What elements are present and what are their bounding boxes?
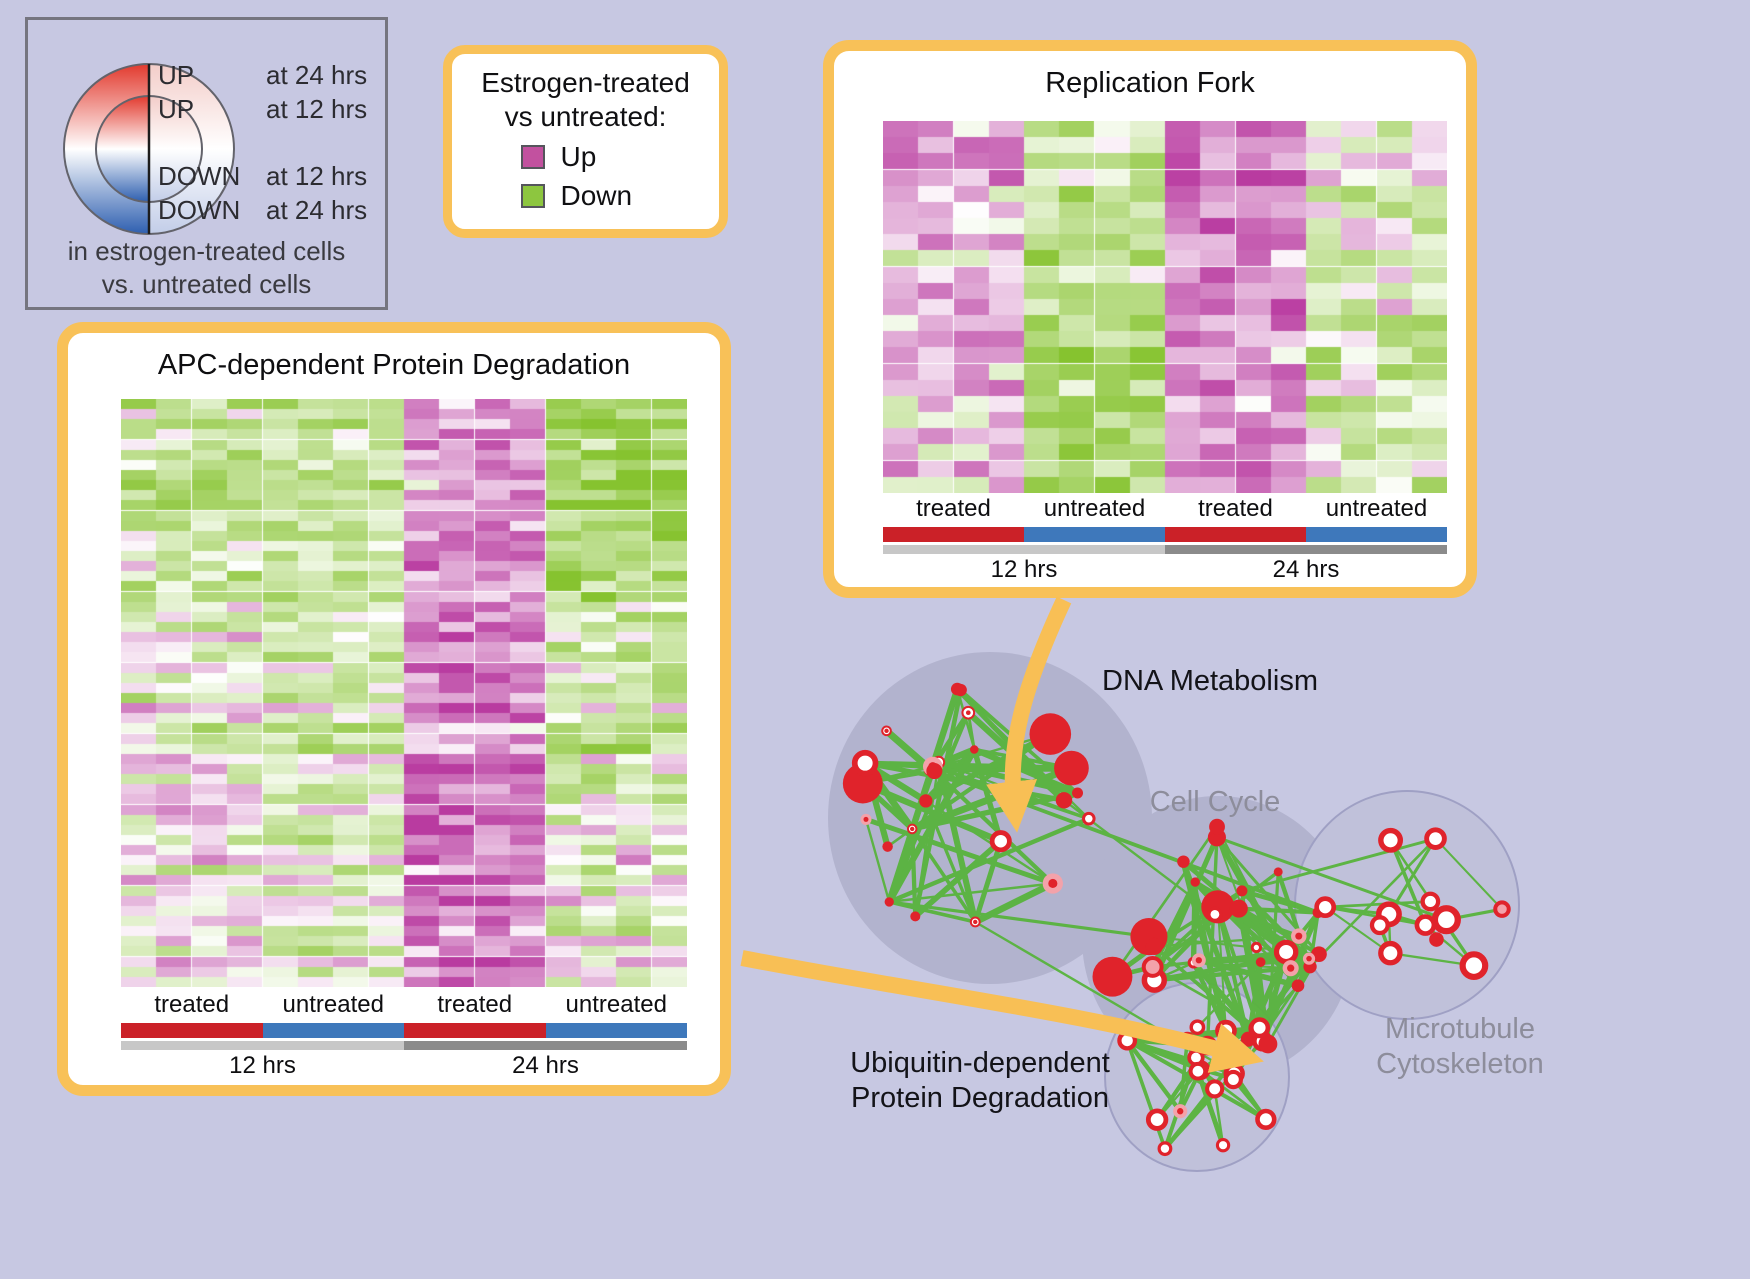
time-label-24hrs: 24 hrs — [512, 1052, 579, 1079]
replication-fork-panel: Replication Fork treated untreated treat… — [823, 40, 1477, 598]
microtubule-label-line2: Cytoskeleton — [1376, 1048, 1544, 1080]
legend-down24-dir: DOWN — [158, 195, 241, 225]
group-label: treated — [1198, 495, 1273, 522]
rf-panel-title: Replication Fork — [1045, 67, 1255, 99]
group-label: treated — [916, 495, 991, 522]
group-label: untreated — [282, 991, 384, 1018]
legend-up12-dir: UP — [158, 94, 195, 124]
legend-up24-dir: UP — [158, 60, 195, 90]
rf-heatmap — [883, 121, 1447, 493]
microtubule-cytoskeleton-label: Microtubule Cytoskeleton — [1350, 1012, 1570, 1082]
rf-time-labels: 12 hrs 24 hrs — [883, 556, 1447, 584]
key-title-line1: Estrogen-treated — [481, 67, 690, 98]
apc-group-labels: treated untreated treated untreated — [121, 991, 687, 1019]
apc-degradation-panel: APC-dependent Protein Degradation treate… — [57, 322, 731, 1096]
legend-up24-time: at 24 hrs — [266, 60, 368, 90]
time-label-24hrs: 24 hrs — [1272, 556, 1340, 583]
legend-down12-time: at 12 hrs — [266, 161, 368, 191]
legend-caption-line1: in estrogen-treated cells — [67, 236, 346, 266]
rf-time-bar — [883, 545, 1447, 554]
ubiquitin-degradation-label: Ubiquitin-dependent Protein Degradation — [840, 1046, 1120, 1116]
apc-heatmap — [121, 399, 687, 987]
apc-condition-bar — [121, 1023, 687, 1038]
apc-panel-title: APC-dependent Protein Degradation — [157, 349, 631, 381]
microtubule-label-line1: Microtubule — [1385, 1013, 1535, 1045]
group-label: treated — [154, 991, 230, 1018]
color-key: Estrogen-treated vs untreated: Up Down — [443, 45, 728, 238]
dna-metabolism-label: DNA Metabolism — [1102, 665, 1318, 697]
key-down-item: Down — [520, 180, 651, 212]
time-label-12hrs: 12 hrs — [990, 556, 1058, 583]
rf-group-labels: treated untreated treated untreated — [883, 495, 1447, 523]
apc-time-bar — [121, 1041, 687, 1050]
legend-down24-time: at 24 hrs — [266, 195, 368, 225]
up-color-swatch — [520, 145, 545, 170]
group-label: treated — [437, 991, 513, 1018]
down-color-swatch — [520, 184, 545, 209]
down-label: Down — [560, 180, 633, 212]
key-title-line2: vs untreated: — [504, 101, 667, 133]
updown-legend: UP at 24 hrs UP at 12 hrs DOWN at 12 hrs… — [25, 17, 388, 310]
apc-time-labels: 12 hrs 24 hrs — [121, 1052, 687, 1080]
legend-down12-dir: DOWN — [158, 161, 241, 191]
ubiquitin-label-line1: Ubiquitin-dependent — [850, 1047, 1110, 1079]
time-label-12hrs: 12 hrs — [229, 1052, 296, 1079]
cell-cycle-label: Cell Cycle — [1149, 786, 1281, 818]
rf-condition-bar — [883, 527, 1447, 542]
legend-caption-line2: vs. untreated cells — [101, 269, 312, 299]
group-label: untreated — [1043, 495, 1146, 522]
legend-up12-time: at 12 hrs — [266, 94, 368, 124]
ubiquitin-label-line2: Protein Degradation — [851, 1082, 1109, 1114]
up-label: Up — [560, 141, 597, 173]
updown-circle-diagram — [63, 63, 235, 235]
key-up-item: Up — [520, 141, 651, 173]
group-label: untreated — [1325, 495, 1428, 522]
group-label: untreated — [565, 991, 667, 1018]
